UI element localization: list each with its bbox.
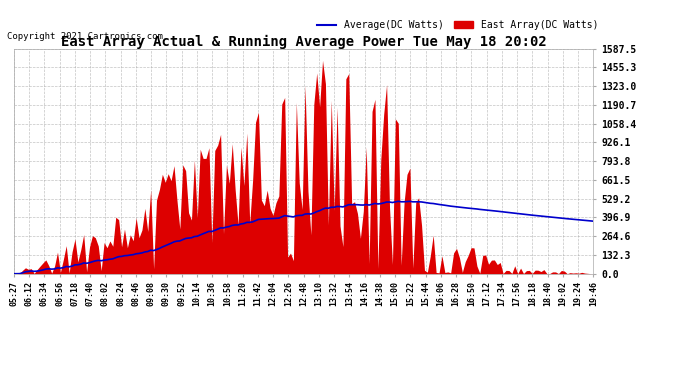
Title: East Array Actual & Running Average Power Tue May 18 20:02: East Array Actual & Running Average Powe… — [61, 34, 546, 49]
Text: Copyright 2021 Cartronics.com: Copyright 2021 Cartronics.com — [7, 32, 163, 41]
Legend: Average(DC Watts), East Array(DC Watts): Average(DC Watts), East Array(DC Watts) — [313, 16, 602, 34]
